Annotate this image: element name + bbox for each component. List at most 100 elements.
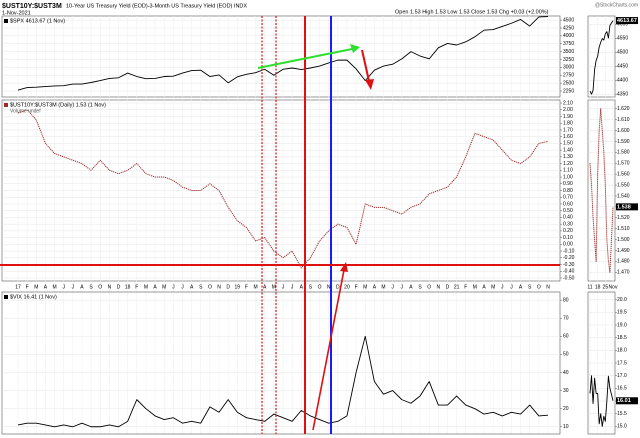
panel-frame (587, 99, 616, 282)
y-tick-label: 20.0 (617, 297, 627, 303)
x-tick-label: M (272, 284, 276, 290)
x-tick-label: M (491, 284, 495, 290)
y-tick-label: -0.50 (563, 275, 575, 281)
y-tick-label: -0.40 (563, 269, 575, 275)
panel-frame (587, 15, 616, 98)
grid-layer (1, 15, 617, 435)
data-line (589, 20, 614, 95)
y-tick-label: 0.40 (563, 215, 573, 221)
y-tick-label: 1.500 (617, 237, 630, 243)
y-tick-label: -0.30 (563, 262, 575, 268)
annotation-arrow (361, 49, 370, 82)
y-tick-label: 3000 (563, 65, 574, 71)
y-tick-label: -0.20 (563, 255, 575, 261)
y-tick-label: 2500 (563, 80, 574, 86)
y-tick-label: 18.5 (617, 335, 627, 341)
y-tick-label: 4600 (617, 22, 628, 28)
header-source: @StockCharts.com (595, 2, 638, 8)
annotation-arrow (257, 48, 353, 69)
x-tick-label: N (217, 284, 221, 290)
legend-swatch (4, 103, 8, 107)
panel-title: $UST10Y:$UST3M (Daily) 1.53 (1 Nov) (10, 102, 106, 108)
y-tick-label: 1.70 (563, 127, 573, 133)
y-tick-label: 1.60 (563, 134, 573, 140)
header-subtitle: 10-Year US Treasury Yield (EOD)-3-Month … (66, 3, 247, 9)
y-tick-label: 1.50 (563, 141, 573, 147)
x-tick-label: F (135, 284, 138, 290)
y-tick-label: 1.540 (617, 193, 630, 199)
x-tick-label: 20 (344, 284, 350, 290)
y-tick-label: 20 (563, 406, 569, 412)
legend-swatch (4, 19, 8, 23)
y-tick-label: 1.580 (617, 150, 630, 156)
x-tick-label: F (26, 284, 29, 290)
y-tick-label: 4350 (617, 92, 628, 98)
y-tick-label: 15.0 (617, 424, 627, 430)
last-value-box (616, 203, 638, 211)
y-tick-label: 4000 (563, 33, 574, 39)
y-tick-label: 1.470 (617, 270, 630, 276)
x-tick-label: N (437, 284, 441, 290)
panel-frame (1, 15, 561, 98)
x-tick-label: D (117, 284, 121, 290)
x-tick-label: 19 (235, 284, 241, 290)
x-tick-label: M (381, 284, 385, 290)
y-tick-label: 1.520 (617, 215, 630, 221)
x-tick-label: O (208, 284, 212, 290)
y-tick-label: 1.30 (563, 154, 573, 160)
y-tick-label: 2750 (563, 73, 574, 79)
y-tick-label: 1.480 (617, 259, 630, 265)
x-tick-label: 18 (125, 284, 131, 290)
x-tick-label: A (153, 284, 157, 290)
y-tick-label: 4550 (617, 36, 628, 42)
y-tick-label: 0.50 (563, 208, 573, 214)
x-tick-label: J (501, 284, 504, 290)
annotation-arrow (312, 269, 345, 431)
panel-subtitle: Volume undef (10, 108, 41, 114)
arrow-head (365, 79, 374, 90)
panel-title: $SPX 4613.67 (1 Nov) (10, 18, 65, 24)
x-tick-label: S (528, 284, 532, 290)
x-tick-label: A (373, 284, 377, 290)
x-tick-label: A (519, 284, 523, 290)
data-line (589, 375, 614, 427)
x-tick-label: D (336, 284, 340, 290)
y-tick-label: 2250 (563, 88, 574, 94)
y-tick-label: 0.60 (563, 201, 573, 207)
x-tick-label: A (44, 284, 48, 290)
y-tick-label: 40 (563, 370, 569, 376)
x-tick-label: M (254, 284, 258, 290)
x-tick-label: F (464, 284, 467, 290)
y-tick-label: 4500 (563, 17, 574, 23)
y-tick-label: 10 (563, 424, 569, 430)
x-tick-label: S (199, 284, 203, 290)
y-tick-label: 30 (563, 388, 569, 394)
x-tick-label: N (108, 284, 112, 290)
x-tick-label: 18 (595, 284, 601, 290)
x-tick-label: J (401, 284, 404, 290)
y-tick-label: 19.0 (617, 322, 627, 328)
y-tick-label: -0.10 (563, 248, 575, 254)
header-date: 1-Nov-2021 (2, 10, 31, 16)
y-tick-label: 1.10 (563, 168, 573, 174)
x-tick-label: O (318, 284, 322, 290)
last-value-label: 4613.67 (617, 18, 637, 24)
data-line (17, 109, 549, 269)
y-tick-label: 1.550 (617, 182, 630, 188)
y-tick-label: 0.70 (563, 195, 573, 201)
y-tick-label: 17.0 (617, 373, 627, 379)
x-tick-label: M (52, 284, 56, 290)
header-title: $UST10Y:$UST3M (2, 3, 62, 10)
x-tick-label: S (309, 284, 313, 290)
x-tick-label: J (172, 284, 175, 290)
y-tick-label: 3500 (563, 49, 574, 55)
x-tick-label: J (391, 284, 394, 290)
x-tick-label: 25 (603, 284, 609, 290)
arrow-head (350, 44, 360, 53)
x-tick-label: O (98, 284, 102, 290)
panel-title: $VIX 16.41 (1 Nov) (10, 294, 57, 300)
x-tick-label: N (327, 284, 331, 290)
x-tick-label: J (72, 284, 75, 290)
